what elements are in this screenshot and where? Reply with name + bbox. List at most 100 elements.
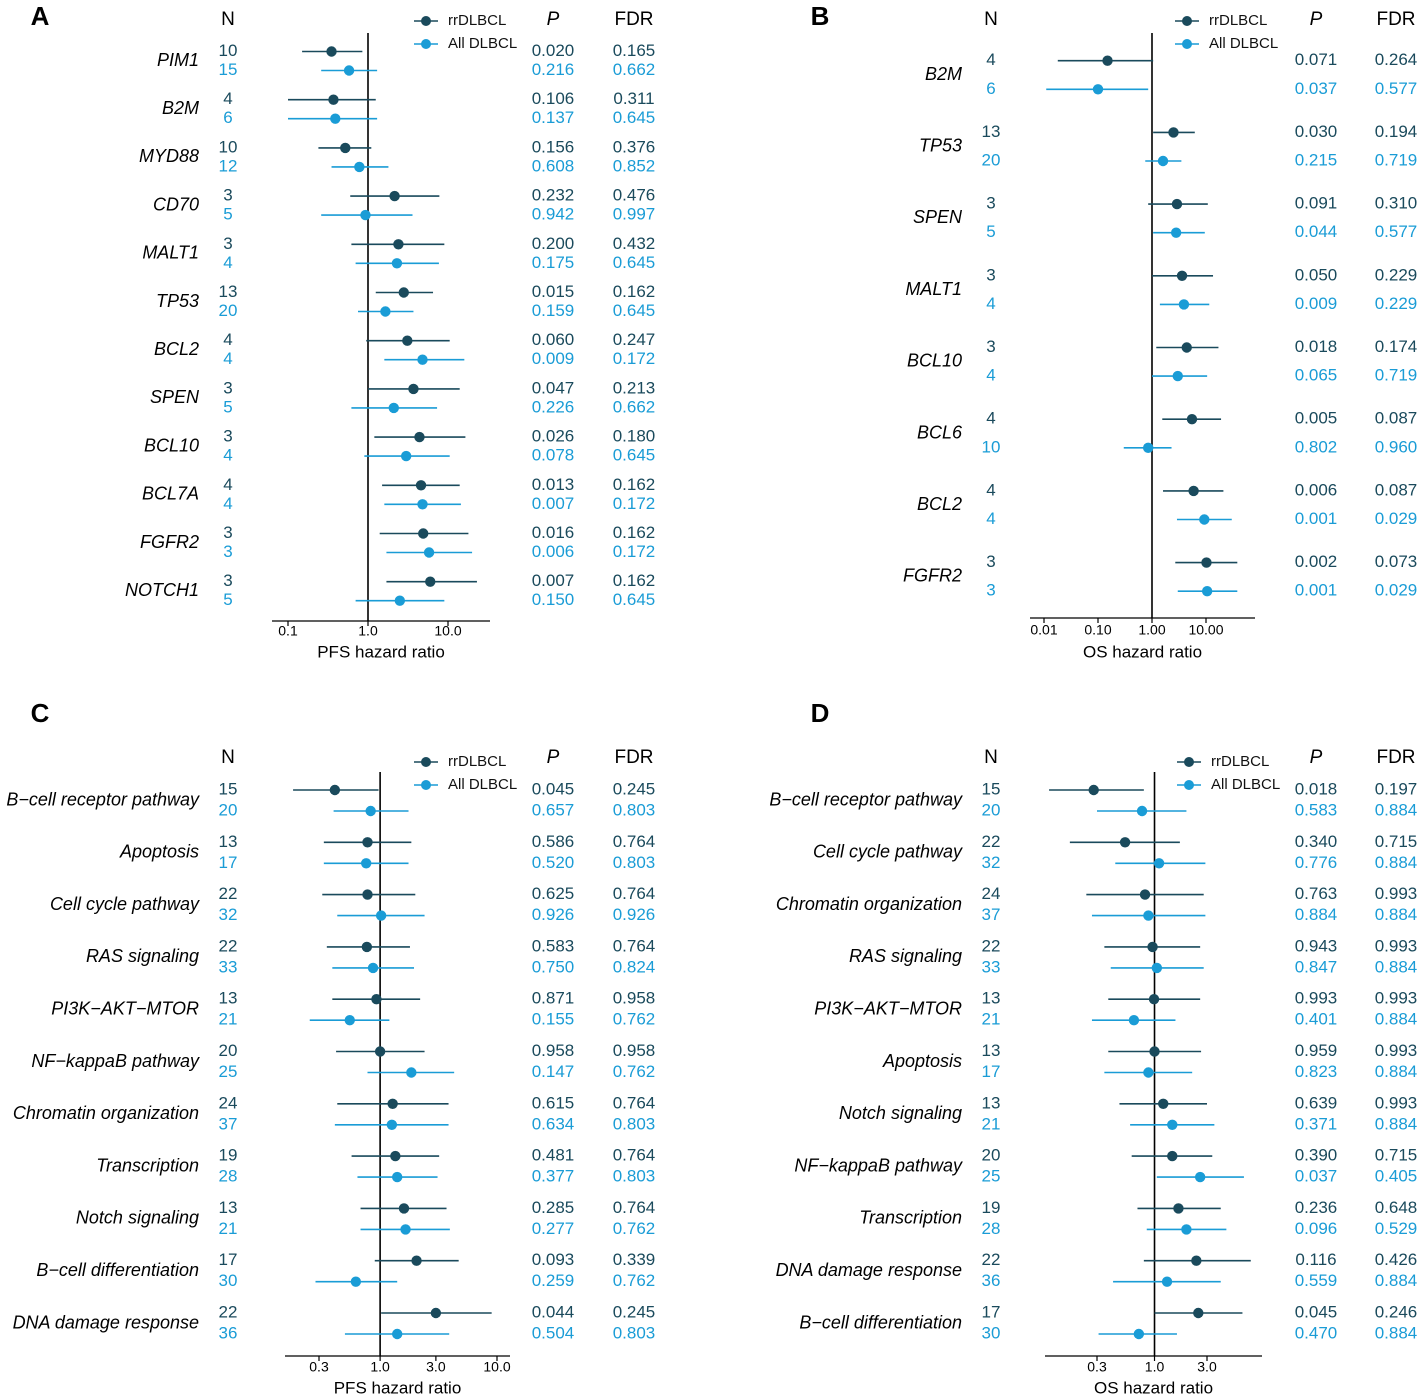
- rr-hr-point: [1168, 127, 1179, 138]
- forest-row: NF−kappaB pathway 20 0.390 0.715 25 0.037 0.40…: [794, 1146, 1417, 1186]
- x-tick-label: 1.0: [370, 1359, 390, 1375]
- rr-fdr-value: 0.087: [1375, 409, 1417, 428]
- forest-row: BCL10 3 0.026 0.180 4 0.078 0.645: [144, 427, 655, 465]
- panel-letter: A: [31, 1, 50, 31]
- all-p-value: 0.847: [1295, 957, 1338, 976]
- all-n-value: 3: [986, 581, 995, 600]
- rr-n-value: 20: [219, 1041, 238, 1060]
- all-p-value: 0.802: [1295, 437, 1338, 456]
- all-fdr-value: 0.172: [613, 542, 656, 561]
- all-p-value: 0.001: [1295, 509, 1338, 528]
- all-p-value: 0.078: [532, 446, 575, 465]
- rr-p-value: 0.871: [532, 989, 575, 1008]
- row-label: TP53: [919, 135, 962, 155]
- all-n-value: 21: [982, 1010, 1001, 1029]
- legend-rr-label: rrDLBCL: [448, 753, 506, 770]
- all-n-value: 20: [982, 150, 1001, 169]
- all-fdr-value: 0.960: [1375, 437, 1417, 456]
- fdr-column-header: FDR: [614, 9, 653, 30]
- all-fdr-value: 0.884: [1375, 1323, 1417, 1342]
- all-n-value: 28: [982, 1219, 1001, 1238]
- rr-n-value: 13: [982, 989, 1001, 1008]
- rr-hr-point: [1102, 55, 1113, 66]
- rr-p-value: 0.340: [1295, 832, 1338, 851]
- all-fdr-value: 0.803: [613, 800, 656, 819]
- row-label: RAS signaling: [849, 946, 962, 966]
- all-hr-point: [1153, 858, 1165, 869]
- row-label: BCL7A: [142, 484, 199, 504]
- all-p-value: 0.226: [532, 397, 575, 416]
- all-fdr-value: 0.662: [613, 397, 656, 416]
- all-n-value: 36: [982, 1271, 1001, 1290]
- all-fdr-value: 0.645: [613, 446, 656, 465]
- all-hr-point: [1161, 1276, 1173, 1287]
- all-hr-point: [375, 910, 387, 921]
- all-n-value: 20: [219, 301, 238, 320]
- rr-p-value: 0.013: [532, 475, 575, 494]
- forest-row: B−cell receptor pathway 15 0.045 0.245 20 0.6…: [6, 779, 655, 819]
- row-label: B−cell differentiation: [799, 1312, 962, 1332]
- rr-p-value: 0.959: [1295, 1041, 1338, 1060]
- all-hr-point: [380, 306, 391, 317]
- all-hr-point: [391, 258, 403, 269]
- rr-hr-point: [1188, 485, 1199, 497]
- all-p-value: 0.750: [532, 957, 575, 976]
- rr-hr-point: [398, 1203, 410, 1214]
- rr-fdr-value: 0.311: [613, 89, 654, 108]
- rr-p-value: 0.156: [532, 137, 575, 156]
- all-hr-point: [1151, 962, 1163, 974]
- rr-hr-point: [329, 784, 341, 796]
- rr-p-value: 0.993: [1295, 989, 1338, 1008]
- rr-n-value: 4: [223, 475, 232, 494]
- legend-rr-marker: [1184, 757, 1194, 767]
- all-fdr-value: 0.884: [1375, 905, 1417, 924]
- forest-row: TP53 13 0.015 0.162 20 0.159 0.645: [156, 282, 655, 320]
- x-tick-label: 10.0: [434, 623, 461, 639]
- rr-fdr-value: 0.993: [1375, 884, 1417, 903]
- x-tick-label: 3.0: [426, 1359, 446, 1375]
- all-p-value: 0.215: [1295, 150, 1338, 169]
- p-column-header: P: [547, 9, 560, 30]
- x-tick-label: 0.01: [1030, 622, 1057, 638]
- all-p-value: 0.259: [532, 1271, 575, 1290]
- x-axis-title: PFS hazard ratio: [334, 1378, 462, 1397]
- row-label: NF−kappaB pathway: [794, 1155, 963, 1175]
- all-hr-point: [1143, 910, 1154, 921]
- forest-row: MYD88 10 0.156 0.376 12 0.608 0.852: [139, 137, 655, 175]
- rr-hr-point: [390, 1150, 401, 1162]
- all-n-value: 4: [986, 294, 995, 313]
- rr-hr-point: [418, 528, 429, 539]
- row-label: MYD88: [139, 146, 199, 166]
- rr-p-value: 0.044: [532, 1302, 575, 1321]
- all-fdr-value: 0.884: [1375, 957, 1417, 976]
- all-n-value: 17: [982, 1062, 1001, 1081]
- n-column-header: N: [984, 9, 998, 30]
- all-fdr-value: 0.803: [613, 1167, 656, 1186]
- rr-fdr-value: 0.310: [1375, 194, 1417, 213]
- row-label: B−cell differentiation: [36, 1260, 199, 1280]
- all-hr-point: [1181, 1224, 1192, 1235]
- rr-n-value: 3: [223, 186, 232, 205]
- row-label: Transcription: [859, 1208, 962, 1228]
- all-fdr-value: 0.529: [1375, 1219, 1417, 1238]
- rr-p-value: 0.639: [1295, 1093, 1338, 1112]
- all-hr-point: [350, 1276, 362, 1287]
- all-fdr-value: 0.884: [1375, 1271, 1417, 1290]
- all-p-value: 0.137: [532, 108, 575, 127]
- rr-p-value: 0.091: [1295, 194, 1338, 213]
- all-p-value: 0.884: [1295, 905, 1338, 924]
- all-n-value: 3: [223, 542, 232, 561]
- rr-p-value: 0.015: [532, 282, 575, 301]
- all-p-value: 0.147: [532, 1062, 575, 1081]
- all-fdr-value: 0.172: [613, 494, 656, 513]
- rr-n-value: 3: [223, 523, 232, 542]
- all-hr-point: [391, 1328, 403, 1340]
- all-hr-point: [400, 1224, 411, 1235]
- all-fdr-value: 0.719: [1375, 366, 1417, 385]
- row-label: B−cell receptor pathway: [6, 789, 200, 809]
- all-n-value: 4: [223, 349, 232, 368]
- all-fdr-value: 0.884: [1375, 1114, 1417, 1133]
- all-p-value: 0.001: [1295, 581, 1338, 600]
- all-n-value: 32: [219, 905, 238, 924]
- rr-n-value: 3: [223, 234, 232, 253]
